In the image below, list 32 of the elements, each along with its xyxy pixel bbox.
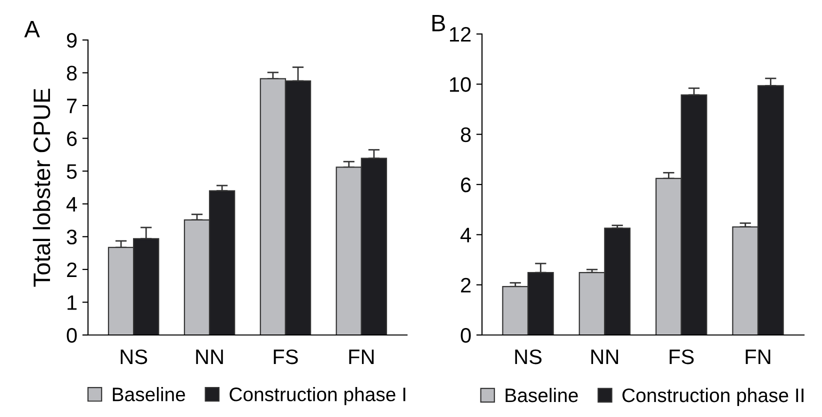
chart-title: A <box>24 20 40 38</box>
x-tick-label: FS <box>274 349 298 364</box>
y-tick-label: 6 <box>461 178 471 192</box>
y-tick-label: 4 <box>66 197 77 212</box>
x-tick-label: NS <box>515 349 542 364</box>
y-tick-label: 0 <box>460 328 471 343</box>
y-tick-label: 7 <box>67 98 77 114</box>
x-tick-label: NN <box>196 350 223 364</box>
y-tick-label: 10 <box>450 77 471 92</box>
legend-label: Baseline <box>112 387 186 402</box>
legend-label: Construction phase I <box>230 387 406 406</box>
y-tick-label: 6 <box>67 131 77 146</box>
x-tick-label: NN <box>591 350 618 364</box>
legend-label: Construction phase II <box>622 388 804 406</box>
y-tick-label: 1 <box>68 295 77 310</box>
y-tick-label: 8 <box>460 127 471 142</box>
x-tick-label: NS <box>120 349 148 364</box>
y-tick-label: 5 <box>66 164 77 179</box>
y-tick-label: 8 <box>66 66 77 81</box>
x-tick-label: FN <box>746 350 770 364</box>
y-tick-label: 2 <box>461 278 471 292</box>
y-tick-label: 0 <box>66 328 77 343</box>
y-tick-label: 2 <box>67 262 77 277</box>
y-tick-label: 12 <box>450 27 471 42</box>
y-tick-label: 3 <box>66 230 77 244</box>
y-axis-title: Total lobster CPUE <box>32 88 50 287</box>
chart-title: B <box>432 14 445 32</box>
x-tick-label: FS <box>670 349 694 364</box>
y-tick-label: 4 <box>460 228 471 242</box>
x-tick-label: FN <box>349 350 374 364</box>
legend-label: Baseline <box>506 388 578 402</box>
y-tick-label: 9 <box>66 33 77 48</box>
